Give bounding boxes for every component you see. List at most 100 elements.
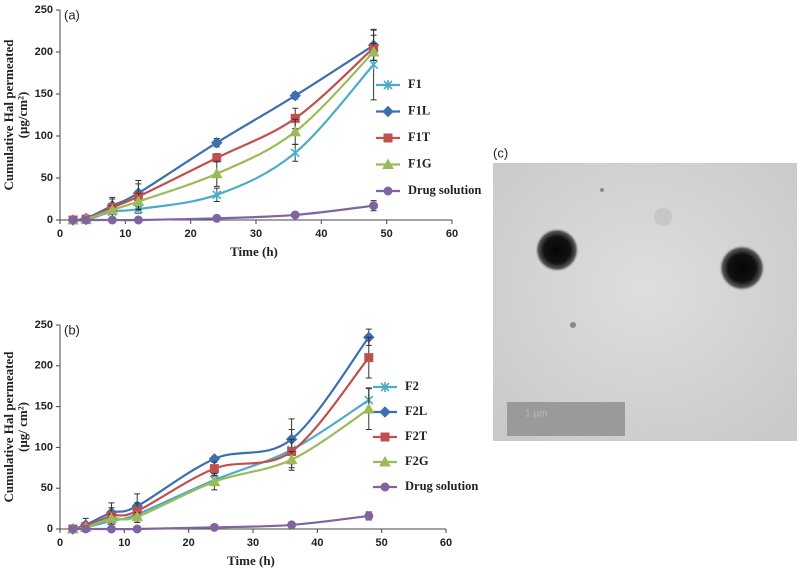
- speck: [600, 188, 604, 192]
- marker: [105, 512, 118, 523]
- y-tick-label: 250: [35, 4, 53, 16]
- y-axis-title: Cumulative Hal permeated: [1, 351, 16, 503]
- marker: [68, 524, 78, 534]
- series-line: [73, 63, 375, 222]
- chart: (a) 0 50 100 150 200 250 0 10 20 30 40 50 60 Time (h) C…: [1, 4, 481, 259]
- x-axis-title: Time (h): [230, 244, 278, 259]
- series: Drug solution: [68, 479, 478, 534]
- marker: [380, 482, 390, 492]
- marker: [369, 201, 379, 211]
- marker: [106, 524, 116, 534]
- marker: [209, 522, 219, 532]
- marker: [382, 105, 394, 118]
- x-axis-title: Time (h): [227, 553, 275, 568]
- marker: [285, 453, 298, 465]
- marker: [383, 186, 393, 196]
- marker: [208, 475, 221, 487]
- legend-label: F1L: [408, 103, 430, 117]
- x-tick-label: 60: [440, 537, 452, 549]
- marker: [379, 455, 391, 467]
- y-axis-title: Cumulative Hal permeated: [1, 39, 16, 191]
- legend-label: F2L: [405, 404, 427, 418]
- marker: [380, 432, 390, 442]
- marker: [210, 167, 223, 179]
- marker: [380, 382, 390, 392]
- y-tick-label: 150: [35, 88, 53, 100]
- legend-label: F2G: [405, 454, 429, 468]
- marker: [133, 215, 143, 225]
- scale-bar: [507, 402, 625, 436]
- x-tick-label: 10: [118, 537, 130, 549]
- y-tick-label: 50: [41, 172, 53, 184]
- series-line: [72, 399, 370, 531]
- marker: [367, 45, 380, 57]
- marker: [212, 213, 222, 223]
- legend-label: F1G: [408, 156, 432, 170]
- series: F1: [68, 28, 422, 225]
- particle: [719, 245, 765, 291]
- scale-bar-label: 1 μm: [525, 409, 547, 420]
- marker: [211, 137, 223, 149]
- marker: [209, 464, 219, 474]
- speck: [570, 322, 576, 328]
- x-tick-label: 50: [376, 537, 388, 549]
- marker: [68, 215, 78, 225]
- legend-label: Drug solution: [408, 183, 481, 197]
- marker: [289, 125, 302, 137]
- speck: [654, 208, 672, 226]
- panel-label: (c): [493, 145, 508, 160]
- x-tick-label: 0: [57, 537, 63, 549]
- series-line: [72, 356, 370, 531]
- legend-label: F1: [408, 77, 422, 91]
- y-tick-label: 250: [35, 319, 53, 331]
- legend-label: F2: [405, 379, 419, 393]
- marker: [364, 353, 374, 363]
- y-axis-title: (μg/cm²): [15, 92, 30, 139]
- marker: [290, 147, 300, 158]
- series-line: [72, 336, 370, 531]
- panel-label: (b): [64, 322, 80, 337]
- marker: [106, 203, 119, 215]
- marker: [289, 89, 301, 102]
- x-tick-label: 30: [250, 228, 262, 240]
- marker: [287, 520, 297, 530]
- marker: [212, 189, 222, 200]
- marker: [362, 403, 375, 414]
- x-tick-label: 60: [446, 228, 458, 240]
- x-tick-label: 20: [183, 537, 195, 549]
- y-tick-label: 100: [35, 130, 53, 142]
- chart: (b) 0 50 100 150 200 250 0 10 20 30 40 50 60 Time (h) C…: [1, 319, 478, 568]
- x-tick-label: 30: [247, 537, 259, 549]
- y-axis-title: (μg/ cm²): [15, 402, 30, 452]
- series-line: [72, 44, 375, 222]
- x-tick-label: 40: [311, 537, 323, 549]
- micrograph: [493, 163, 797, 441]
- legend-label: F2T: [405, 429, 428, 443]
- marker: [382, 158, 394, 169]
- marker: [364, 511, 374, 521]
- marker: [383, 80, 393, 90]
- micrograph-panel: (c) 1 μm: [493, 145, 797, 441]
- series: F2T: [68, 336, 428, 534]
- marker: [383, 133, 393, 143]
- legend-label: F1T: [408, 130, 431, 144]
- marker: [369, 59, 379, 70]
- x-tick-label: 20: [185, 228, 197, 240]
- series: F1G: [67, 43, 432, 225]
- marker: [290, 210, 300, 220]
- legend-label: Drug solution: [405, 479, 478, 493]
- series: F1L: [67, 29, 430, 226]
- marker: [132, 524, 142, 534]
- marker: [81, 524, 91, 534]
- particle: [535, 228, 579, 272]
- marker: [81, 215, 91, 225]
- y-tick-label: 150: [35, 401, 53, 413]
- y-tick-label: 200: [35, 46, 53, 58]
- y-tick-label: 0: [47, 214, 53, 226]
- series-line: [72, 51, 375, 222]
- series: F1T: [68, 34, 431, 225]
- x-tick-label: 0: [57, 228, 63, 240]
- x-tick-label: 10: [119, 228, 131, 240]
- y-tick-label: 50: [41, 482, 53, 494]
